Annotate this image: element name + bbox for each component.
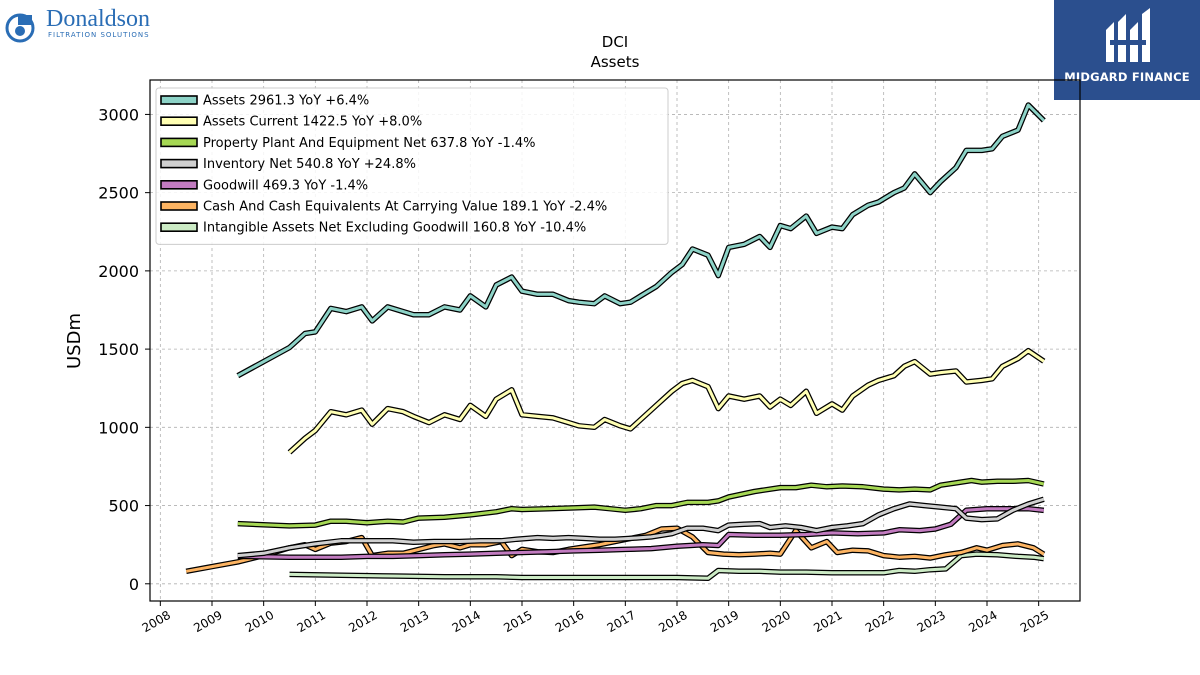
x-tick-label: 2008	[140, 608, 173, 635]
chart-subtitle: Assets	[591, 53, 640, 71]
x-tick-label: 2019	[708, 608, 741, 635]
series-line-inventory-net	[237, 497, 1045, 558]
x-tick-label: 2014	[450, 608, 483, 635]
series-line-intangible-assets-net-excluding-goodwill	[289, 552, 1045, 580]
legend-entry: Goodwill 469.3 YoY -1.4%	[203, 178, 368, 193]
series-outline-assets-current	[287, 347, 1046, 455]
legend-entry: Assets 2961.3 YoY +6.4%	[203, 94, 369, 109]
legend-box	[155, 87, 669, 245]
y-tick-label: 0	[129, 575, 139, 594]
legend-entry: Cash And Cash Equivalents At Carrying Va…	[203, 200, 607, 215]
legend-entry: Intangible Assets Net Excluding Goodwill…	[203, 221, 586, 236]
donaldson-logo: Donaldson FILTRATION SOLUTIONS	[5, 6, 150, 43]
y-tick-label: 2000	[98, 262, 139, 281]
x-tick-label: 2015	[501, 608, 534, 635]
legend-swatch	[160, 201, 198, 211]
x-tick-label: 2025	[1018, 608, 1051, 635]
x-tick-label: 2013	[398, 608, 431, 635]
x-tick-label: 2016	[553, 608, 586, 635]
plot-frame	[149, 79, 1081, 602]
series-line-goodwill	[237, 507, 1044, 559]
legend-swatch	[160, 137, 198, 148]
x-tick-label: 2009	[191, 608, 224, 635]
x-tick-label: 2011	[295, 608, 328, 635]
y-tick-label: 1500	[98, 340, 139, 359]
midgard-finance-logo: MIDGARD FINANCE	[1054, 0, 1200, 100]
y-tick-label: 2500	[98, 184, 139, 203]
y-tick-label: 3000	[98, 105, 139, 124]
donaldson-logo-tagline: FILTRATION SOLUTIONS	[48, 31, 150, 39]
x-tick-label: 2017	[605, 608, 638, 635]
y-tick-label: 1000	[98, 418, 139, 437]
midgard-emblem-icon	[1106, 8, 1150, 62]
legend-swatch	[160, 180, 198, 190]
legend-swatch	[160, 158, 198, 169]
legend-entry: Assets Current 1422.5 YoY +8.0%	[203, 115, 422, 130]
legend-swatch	[160, 222, 198, 232]
chart-title: DCI	[602, 33, 628, 51]
x-tick-label: 2020	[760, 608, 793, 635]
y-tick-label: 500	[108, 497, 139, 516]
legend-swatch	[160, 95, 198, 105]
x-tick-label: 2024	[966, 608, 999, 635]
x-tick-label: 2023	[915, 608, 948, 635]
y-axis-label: USDm	[64, 313, 85, 369]
donaldson-logo-brand: Donaldson	[46, 6, 150, 32]
legend-swatch	[160, 116, 198, 126]
series-line-assets	[237, 103, 1045, 378]
x-tick-label: 2018	[656, 608, 689, 635]
series-line-assets-current	[288, 349, 1045, 454]
midgard-logo-text: MIDGARD FINANCE	[1064, 70, 1190, 84]
x-tick-label: 2012	[346, 608, 379, 635]
series-line-property-plant-and-equipment-net	[237, 479, 1045, 528]
legend-entry: Inventory Net 540.8 YoY +24.8%	[203, 157, 416, 172]
x-tick-label: 2010	[243, 608, 276, 635]
donaldson-emblem-icon	[5, 13, 35, 43]
x-tick-label: 2021	[811, 608, 844, 635]
x-tick-label: 2022	[863, 608, 896, 635]
legend: Assets 2961.3 YoY +6.4% Assets Current 14…	[155, 87, 669, 245]
legend-entry: Property Plant And Equipment Net 637.8 Y…	[203, 136, 536, 151]
series-lines	[185, 102, 1046, 582]
